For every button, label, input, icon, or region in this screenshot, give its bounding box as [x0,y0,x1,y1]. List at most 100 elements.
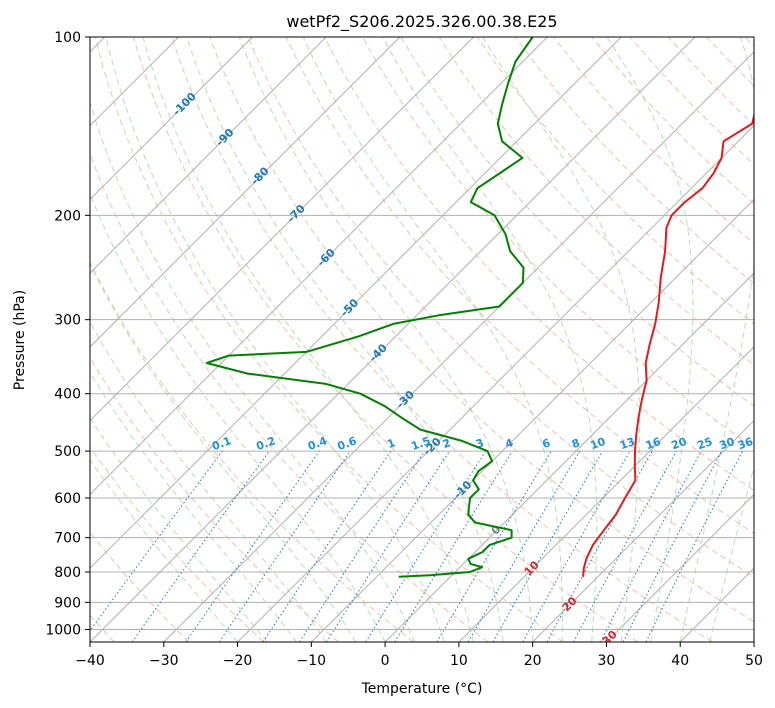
y-tick-label: 800 [54,565,81,581]
isotherm-line [90,37,401,348]
mixing-ratio-line [325,450,450,642]
moist-adiabat [382,37,598,642]
x-tick-label: 40 [671,653,689,669]
dry-adiabat [744,37,754,47]
moist-adiabat [90,459,238,642]
x-tick-label: 10 [450,653,468,669]
dewpoint-line [205,37,534,578]
y-tick-label: 900 [54,595,81,611]
mixing-ratio-line [522,450,631,642]
dry-adiabat [90,260,414,642]
x-axis-label: Temperature (°C) [361,681,483,697]
mixing-ratio-line [185,450,320,642]
dry-adiabat [438,37,754,366]
mixing-ratio-label: 0.6 [336,434,359,453]
y-tick-label: 400 [54,387,81,403]
mixing-ratio-line [645,450,743,642]
isotherm-line [90,37,327,274]
mixing-ratio-label: 8 [570,436,582,451]
isotherm-line [310,198,754,642]
mixing-ratio-line [262,450,392,642]
dry-adiabat [591,37,754,205]
dry-adiabat [90,152,489,642]
y-axis-label: Pressure (hPa) [12,290,28,390]
x-tick-label: 30 [598,653,616,669]
y-tick-label: 300 [54,313,81,329]
y-tick-label: 500 [54,444,81,460]
mixing-ratio-label: 1 [385,436,397,451]
mixing-ratio-label: 36 [736,435,755,453]
isotherm-line [163,51,754,642]
mixing-ratio-line [546,450,653,642]
dry-adiabat [553,37,754,245]
dry-adiabat [285,37,754,535]
moist-adiabat [709,464,754,642]
mixing-ratio-label: 10 [588,435,607,453]
x-axis-ticks: −40 −30 −20 −10 0 10 20 30 40 50 [75,642,763,669]
mixing-ratio-label: 0.2 [254,434,277,453]
y-tick-label: 700 [54,531,81,547]
mixing-ratio-line [299,450,426,642]
moist-adiabat [482,37,640,642]
dry-adiabat [476,37,754,325]
mixing-ratio-line [131,450,270,642]
isotherm-line [90,37,548,496]
mixing-ratio-line [600,450,702,642]
mixing-ratio-line [573,450,677,642]
mixing-ratio-label: 2 [441,436,453,451]
mixing-ratio-label: 30 [718,435,737,453]
moist-adiabat [90,262,357,642]
isotherm-line [237,124,754,642]
moist-adiabat [105,37,445,642]
isotherm-line [90,37,253,201]
mixing-ratio-label: 3 [474,436,486,451]
dry-adiabat [94,37,564,642]
moist-adiabat [302,37,563,642]
moist-adiabat [90,417,268,642]
mixing-ratio-line [467,450,581,642]
moist-adiabat [90,192,386,642]
line-labels: -100-90-80-70-60-50-40-30-20-1001020300.… [170,90,755,642]
profile-series [205,37,754,578]
mixing-ratio-label: 13 [618,435,637,452]
moist-adiabat [186,37,504,642]
moist-adiabat [90,371,298,642]
moist-adiabat [142,37,475,642]
moist-adiabat [90,100,416,642]
dry-adiabat [323,37,754,491]
dry-adiabat [706,37,754,87]
x-tick-label: 50 [745,653,763,669]
mixing-ratio-label: 4 [504,436,516,451]
dry-adiabat [90,446,265,642]
y-tick-label: 1000 [45,622,81,638]
moist-adiabat [238,37,534,642]
dry-adiabat [209,37,754,623]
dry-adiabat [515,37,754,285]
mixing-ratio-line [90,450,223,632]
mixing-ratio-label: 1.5 [409,434,432,453]
x-tick-label: 20 [524,653,542,669]
mixing-ratio-line [365,450,487,642]
temperature-line [582,111,754,577]
isotherm-line [384,272,754,642]
dry-adiabat [132,37,639,642]
mixing-ratio-label: 0.4 [306,434,329,453]
x-tick-label: −40 [75,653,105,669]
x-tick-label: −20 [223,653,253,669]
y-tick-label: 600 [54,491,81,507]
moist-adiabat [679,37,754,642]
isotherm-line [532,419,754,642]
moist-adiabat [606,37,694,642]
mixing-ratio-label: 16 [644,435,663,453]
dry-adiabat [90,356,339,642]
plot-frame [89,36,755,643]
isotherm-line [458,346,754,642]
x-tick-label: 0 [381,653,390,669]
mixing-ratio-line [394,450,513,642]
isotherm-line [606,493,754,642]
mixing-ratio-label: 25 [695,435,714,452]
isotherm-line [90,37,622,569]
mixing-ratio-label: 0.1 [210,434,233,453]
isotherm-line [90,37,475,422]
